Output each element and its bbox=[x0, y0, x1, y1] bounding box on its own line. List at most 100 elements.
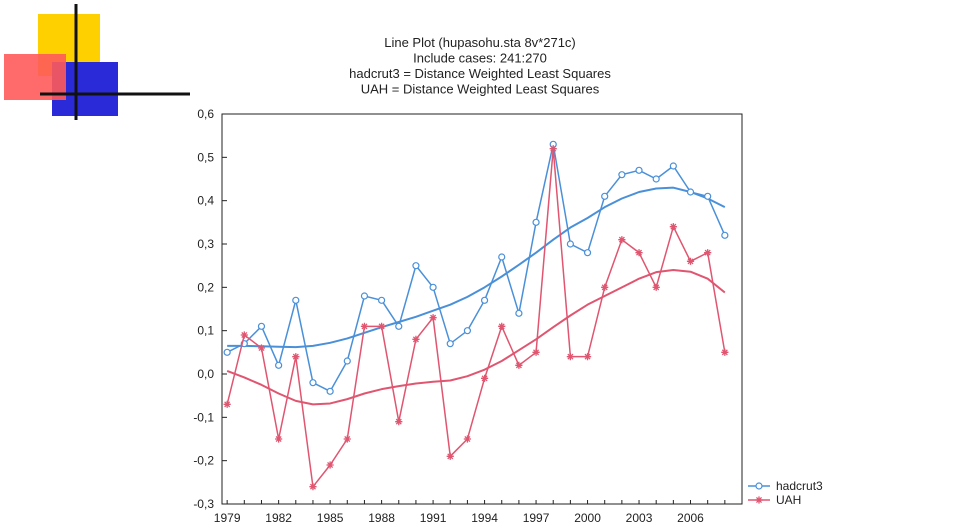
data-point bbox=[566, 353, 574, 361]
data-point bbox=[446, 452, 454, 460]
x-tick-label: 1982 bbox=[265, 511, 292, 525]
data-point bbox=[429, 314, 437, 322]
data-point bbox=[257, 344, 266, 352]
y-tick-label: 0,2 bbox=[197, 280, 214, 294]
x-tick-label: 1979 bbox=[214, 511, 241, 525]
data-point bbox=[532, 218, 540, 226]
y-tick-label: -0,1 bbox=[193, 410, 214, 424]
series-layer bbox=[223, 140, 729, 491]
x-axis: 1979 1982 1985 1988 1991 1994 1997 2000 2003 2006 bbox=[214, 500, 726, 525]
data-point bbox=[721, 231, 729, 239]
smooth-fit-line bbox=[227, 186, 726, 349]
series-line bbox=[226, 144, 726, 393]
series-hadcrut3 bbox=[223, 140, 729, 395]
data-point bbox=[412, 262, 420, 270]
data-point bbox=[635, 249, 643, 257]
data-point bbox=[618, 171, 626, 179]
data-point bbox=[480, 296, 489, 304]
data-point bbox=[360, 322, 369, 330]
y-tick-label: 0,3 bbox=[197, 237, 214, 251]
y-tick-label: 0,5 bbox=[197, 150, 214, 164]
data-point bbox=[721, 348, 729, 356]
legend-marker bbox=[755, 496, 763, 504]
data-point bbox=[549, 145, 557, 153]
data-point bbox=[566, 240, 574, 248]
data-point bbox=[669, 162, 677, 170]
plot-frame bbox=[221, 113, 743, 505]
red-square bbox=[4, 54, 66, 100]
data-point bbox=[515, 309, 523, 317]
data-point bbox=[704, 192, 712, 200]
data-point bbox=[275, 361, 283, 369]
data-point bbox=[652, 283, 660, 291]
x-tick-label: 1991 bbox=[420, 511, 447, 525]
data-point bbox=[583, 353, 592, 361]
y-axis: -0,3 -0,2 -0,1 0,0 0,1 0,2 0,3 0,4 0,5 0,6 bbox=[193, 107, 227, 511]
data-point bbox=[532, 348, 540, 356]
y-tick-label: 0,0 bbox=[197, 367, 214, 381]
legend-label: hadcrut3 bbox=[776, 479, 823, 493]
data-point bbox=[360, 292, 369, 300]
chart-title-line: hadcrut3 = Distance Weighted Least Squar… bbox=[349, 66, 611, 81]
y-tick-label: 0,1 bbox=[197, 324, 214, 338]
data-point bbox=[498, 253, 506, 261]
series-uah bbox=[223, 145, 729, 491]
series-line bbox=[226, 148, 726, 489]
data-point bbox=[223, 400, 231, 408]
data-point bbox=[618, 236, 626, 244]
data-point bbox=[326, 387, 334, 395]
data-point bbox=[223, 348, 231, 356]
y-tick-label: -0,2 bbox=[193, 454, 214, 468]
chart-title-block: Line Plot (hupasohu.sta 8v*271c)Include … bbox=[349, 35, 611, 97]
x-tick-label: 1994 bbox=[471, 511, 498, 525]
data-point bbox=[292, 353, 300, 361]
data-point bbox=[583, 249, 592, 257]
data-point bbox=[635, 166, 643, 174]
x-tick-label: 2000 bbox=[574, 511, 601, 525]
data-point bbox=[395, 418, 403, 426]
data-point bbox=[463, 327, 472, 335]
x-tick-label: 1997 bbox=[523, 511, 550, 525]
data-point bbox=[343, 357, 351, 365]
data-point bbox=[240, 331, 248, 339]
legend-item-hadcrut3: hadcrut3 bbox=[748, 479, 823, 493]
corner-decoration bbox=[4, 4, 190, 120]
data-point bbox=[378, 296, 386, 304]
y-tick-label: -0,3 bbox=[193, 497, 214, 511]
data-point bbox=[652, 175, 660, 183]
data-point bbox=[395, 322, 403, 330]
x-tick-label: 1985 bbox=[317, 511, 344, 525]
chart-title-line: Include cases: 241:270 bbox=[413, 51, 547, 66]
data-point bbox=[704, 249, 712, 257]
x-tick-label: 1988 bbox=[368, 511, 395, 525]
data-point bbox=[669, 223, 677, 231]
data-point bbox=[601, 192, 609, 200]
chart-title-line: UAH = Distance Weighted Least Squares bbox=[361, 82, 600, 97]
chart-title-line: Line Plot (hupasohu.sta 8v*271c) bbox=[384, 35, 576, 50]
data-point bbox=[686, 257, 695, 265]
data-point bbox=[257, 322, 266, 330]
data-point bbox=[463, 435, 472, 443]
data-point bbox=[309, 379, 317, 387]
y-tick-label: 0,4 bbox=[197, 194, 214, 208]
data-point bbox=[480, 374, 489, 382]
data-point bbox=[275, 435, 283, 443]
data-point bbox=[429, 283, 437, 291]
data-point bbox=[515, 361, 523, 369]
data-point bbox=[498, 322, 506, 330]
data-point bbox=[292, 296, 300, 304]
data-point bbox=[686, 188, 695, 196]
x-tick-label: 2006 bbox=[677, 511, 704, 525]
x-tick-label: 2003 bbox=[626, 511, 653, 525]
data-point bbox=[378, 322, 386, 330]
data-point bbox=[309, 483, 317, 491]
data-point bbox=[601, 283, 609, 291]
y-tick-label: 0,6 bbox=[197, 107, 214, 121]
legend-item-uah: UAH bbox=[748, 493, 801, 507]
data-point bbox=[446, 340, 454, 348]
legend-marker bbox=[755, 482, 763, 490]
smooth-fit-line bbox=[226, 269, 726, 406]
data-point bbox=[343, 435, 351, 443]
